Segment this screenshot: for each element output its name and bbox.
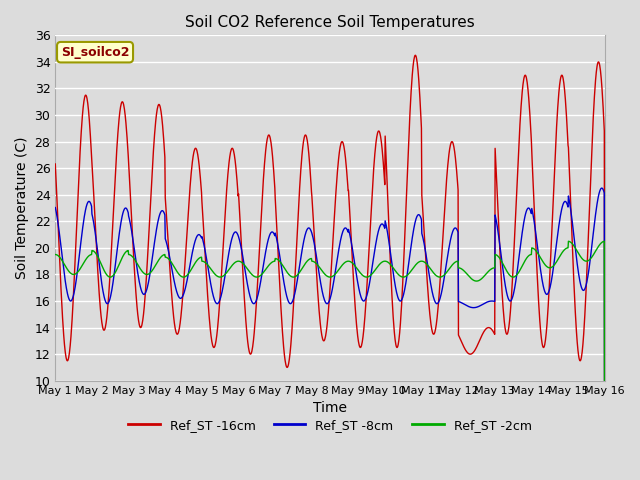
Text: SI_soilco2: SI_soilco2 (61, 46, 129, 59)
Title: Soil CO2 Reference Soil Temperatures: Soil CO2 Reference Soil Temperatures (185, 15, 475, 30)
Y-axis label: Soil Temperature (C): Soil Temperature (C) (15, 137, 29, 279)
Legend: Ref_ST -16cm, Ref_ST -8cm, Ref_ST -2cm: Ref_ST -16cm, Ref_ST -8cm, Ref_ST -2cm (124, 414, 536, 437)
X-axis label: Time: Time (313, 401, 347, 415)
